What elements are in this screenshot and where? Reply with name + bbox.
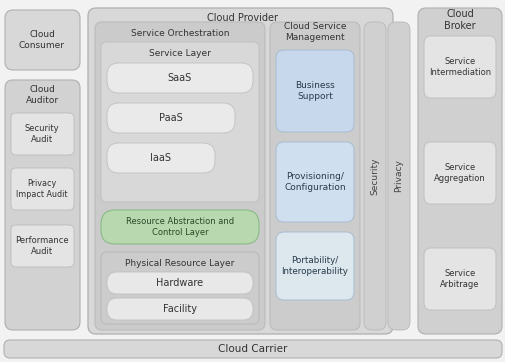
FancyBboxPatch shape bbox=[107, 63, 252, 93]
Text: Security
Audit: Security Audit bbox=[25, 124, 59, 144]
FancyBboxPatch shape bbox=[387, 22, 409, 330]
Text: PaaS: PaaS bbox=[159, 113, 182, 123]
Text: Cloud Service
Management: Cloud Service Management bbox=[283, 22, 345, 42]
Text: Facility: Facility bbox=[163, 304, 196, 314]
Text: Cloud
Auditor: Cloud Auditor bbox=[25, 85, 59, 105]
FancyBboxPatch shape bbox=[107, 143, 215, 173]
Text: Physical Resource Layer: Physical Resource Layer bbox=[125, 258, 234, 268]
Text: Performance
Audit: Performance Audit bbox=[15, 236, 69, 256]
Text: Privacy
Impact Audit: Privacy Impact Audit bbox=[16, 179, 68, 199]
FancyBboxPatch shape bbox=[417, 8, 501, 334]
FancyBboxPatch shape bbox=[107, 298, 252, 320]
Text: Business
Support: Business Support bbox=[294, 81, 334, 101]
FancyBboxPatch shape bbox=[88, 8, 392, 334]
Text: Cloud
Broker: Cloud Broker bbox=[443, 9, 475, 31]
Text: Hardware: Hardware bbox=[156, 278, 203, 288]
Text: Privacy: Privacy bbox=[394, 160, 402, 193]
FancyBboxPatch shape bbox=[107, 103, 234, 133]
FancyBboxPatch shape bbox=[275, 232, 354, 300]
FancyBboxPatch shape bbox=[363, 22, 385, 330]
Text: Service
Intermediation: Service Intermediation bbox=[428, 57, 490, 77]
Text: Security: Security bbox=[370, 157, 379, 195]
Text: Service Orchestration: Service Orchestration bbox=[130, 29, 229, 38]
FancyBboxPatch shape bbox=[5, 10, 80, 70]
Text: Service
Aggregation: Service Aggregation bbox=[433, 163, 485, 183]
FancyBboxPatch shape bbox=[275, 50, 354, 132]
FancyBboxPatch shape bbox=[11, 168, 74, 210]
Text: Service
Arbitrage: Service Arbitrage bbox=[439, 269, 479, 289]
FancyBboxPatch shape bbox=[101, 210, 259, 244]
FancyBboxPatch shape bbox=[101, 252, 259, 324]
FancyBboxPatch shape bbox=[95, 22, 265, 330]
Text: Service Layer: Service Layer bbox=[149, 49, 211, 58]
Text: Provisioning/
Configuration: Provisioning/ Configuration bbox=[284, 172, 345, 192]
FancyBboxPatch shape bbox=[5, 80, 80, 330]
Text: Resource Abstraction and
Control Layer: Resource Abstraction and Control Layer bbox=[126, 217, 234, 237]
Text: IaaS: IaaS bbox=[150, 153, 171, 163]
FancyBboxPatch shape bbox=[11, 225, 74, 267]
FancyBboxPatch shape bbox=[107, 272, 252, 294]
FancyBboxPatch shape bbox=[101, 42, 259, 202]
FancyBboxPatch shape bbox=[4, 340, 501, 358]
Text: Cloud
Consumer: Cloud Consumer bbox=[19, 30, 65, 50]
Text: Cloud Provider: Cloud Provider bbox=[207, 13, 278, 23]
FancyBboxPatch shape bbox=[11, 113, 74, 155]
Text: SaaS: SaaS bbox=[168, 73, 192, 83]
FancyBboxPatch shape bbox=[270, 22, 359, 330]
FancyBboxPatch shape bbox=[423, 36, 495, 98]
FancyBboxPatch shape bbox=[423, 248, 495, 310]
Text: Portability/
Interoperability: Portability/ Interoperability bbox=[281, 256, 348, 276]
FancyBboxPatch shape bbox=[423, 142, 495, 204]
Text: Cloud Carrier: Cloud Carrier bbox=[218, 344, 287, 354]
FancyBboxPatch shape bbox=[275, 142, 354, 222]
